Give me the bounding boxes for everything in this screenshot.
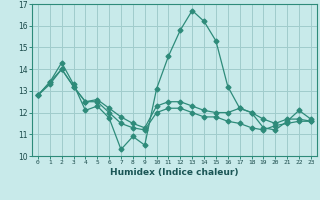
X-axis label: Humidex (Indice chaleur): Humidex (Indice chaleur) bbox=[110, 168, 239, 177]
